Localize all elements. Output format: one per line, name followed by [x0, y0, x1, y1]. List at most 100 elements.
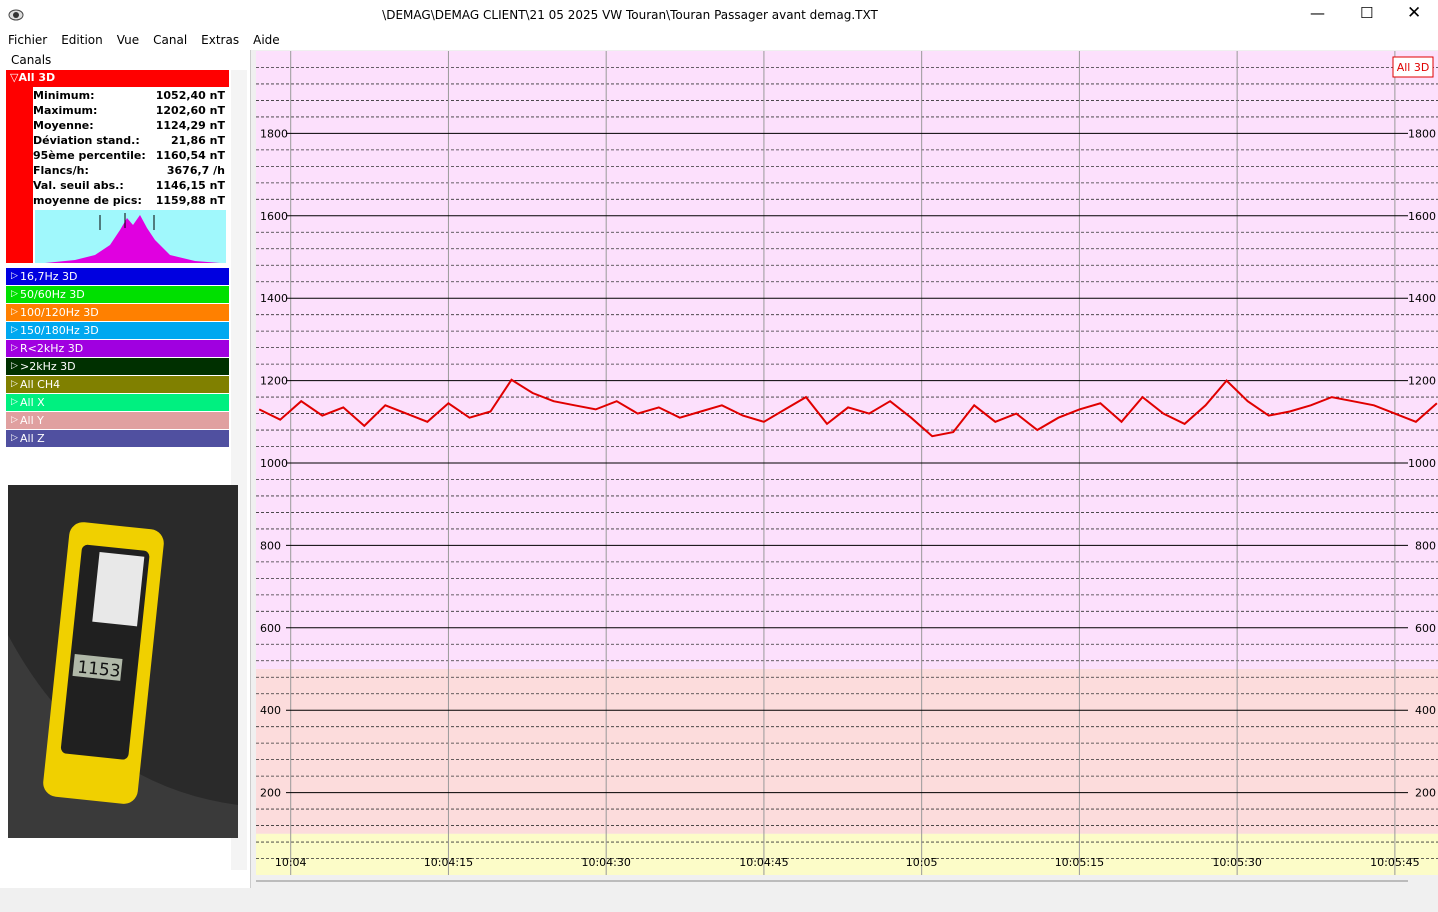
y2-tick-label: 1800 [1408, 127, 1436, 140]
y-tick-label: 1600 [260, 210, 288, 223]
stat-row: Déviation stand.: 21,86 nT [33, 134, 225, 149]
channel[interactable]: 150/180Hz 3D ▷ [6, 322, 229, 339]
menu-bar: Fichier Edition Vue Canal Extras Aide [0, 30, 1438, 50]
photo: 1153 [8, 485, 238, 838]
menu-item[interactable]: Fichier [8, 33, 48, 47]
panel-header: Canals [11, 53, 52, 67]
menu-item[interactable]: Extras [201, 33, 240, 47]
channel[interactable]: All CH4 ▷ [6, 376, 229, 393]
stat-label: Minimum: [33, 89, 95, 102]
stat-value: 1052,40 nT [155, 89, 225, 102]
y-tick-label: 200 [260, 787, 281, 800]
stat-value: 1124,29 nT [155, 119, 225, 132]
histogram [35, 210, 226, 263]
y-tick-label: 1400 [260, 292, 288, 305]
stat-value: 1159,88 nT [155, 194, 225, 207]
expand-arrow: ▷ [11, 271, 18, 281]
channel[interactable]: All X ▷ [6, 394, 229, 411]
stat-label: 95ème percentile: [33, 149, 146, 162]
menu-item[interactable]: Vue [116, 33, 140, 47]
expand-arrow: ▷ [11, 379, 18, 389]
zone [256, 833, 1438, 875]
stat-row: Maximum: 1202,60 nT [33, 104, 225, 119]
channel-name: >2kHz 3D [20, 360, 76, 373]
zone [256, 669, 1438, 834]
channel-name: 50/60Hz 3D [20, 288, 85, 301]
window-title: \DEMAG\DEMAG CLIENT\21 05 2025 VW Touran… [382, 8, 878, 22]
x-tick-label: 10:05:45 [1370, 856, 1419, 869]
stat-value: 1160,54 nT [155, 149, 225, 162]
channel[interactable]: All Z ▷ [6, 430, 229, 447]
minimize[interactable]: — [1310, 4, 1325, 22]
expand-arrow: ▷ [11, 433, 18, 443]
close[interactable]: ✕ [1407, 3, 1422, 23]
y-tick-label: 400 [260, 704, 281, 717]
channel-name: 100/120Hz 3D [20, 306, 99, 319]
y2-tick-label: 400 [1415, 704, 1436, 717]
x-tick-label: 10:04:45 [739, 856, 788, 869]
stat-value: 3676,7 /h [166, 164, 225, 177]
expand-arrow: ▷ [11, 325, 18, 335]
y-tick-label: 1000 [260, 457, 288, 470]
stat-value: 21,86 nT [171, 134, 225, 147]
chart: 200 200 400 400 600 600 800 800 1000 1000 1200 1200… [256, 51, 1438, 882]
maximize[interactable]: ☐ [1360, 4, 1374, 22]
x-tick-label: 10:04:15 [424, 856, 473, 869]
zone [256, 51, 1438, 669]
channel-name: 150/180Hz 3D [20, 324, 99, 337]
expand-arrow: ▷ [11, 397, 18, 407]
channel[interactable]: >2kHz 3D ▷ [6, 358, 229, 375]
channel[interactable]: 100/120Hz 3D ▷ [6, 304, 229, 321]
y2-tick-label: 600 [1415, 622, 1436, 635]
menu-item[interactable]: Aide [253, 33, 280, 47]
status-bar [0, 888, 1438, 912]
y-tick-label: 600 [260, 622, 281, 635]
stat-row: 95ème percentile: 1160,54 nT [33, 149, 225, 164]
legend-box [1392, 56, 1434, 78]
channel[interactable]: All Y ▷ [6, 412, 229, 429]
stat-row: Flancs/h: 3676,7 /h [33, 164, 225, 179]
y2-tick-label: 1200 [1408, 375, 1436, 388]
y2-tick-label: 1600 [1408, 210, 1436, 223]
channel[interactable]: 16,7Hz 3D ▷ [6, 268, 229, 285]
y2-tick-label: 800 [1415, 539, 1436, 552]
active-label: All 3D [18, 71, 56, 84]
x-tick-label: 10:04 [275, 856, 307, 869]
channel-panel: Canals ▽All 3D Minimum: 1052,40 nT Maximum… [0, 50, 251, 888]
stat-row: Moyenne: 1124,29 nT [33, 119, 225, 134]
channel[interactable]: 50/60Hz 3D ▷ [6, 286, 229, 303]
channel-name: 16,7Hz 3D [20, 270, 78, 283]
expand-arrow: ▷ [11, 361, 18, 371]
channel-name: All Y [20, 414, 44, 427]
channel-name: All X [20, 396, 45, 409]
meter-display: 1153 [76, 657, 121, 681]
app-icon [8, 9, 24, 21]
stat-label: Val. seuil abs.: [33, 179, 124, 192]
active-channel-name: ▽All 3D [10, 71, 56, 84]
channel-name: R<2kHz 3D [20, 342, 84, 355]
title-bar: \DEMAG\DEMAG CLIENT\21 05 2025 VW Touran… [0, 0, 1438, 30]
legend-entry: All 3D [1397, 61, 1430, 74]
expand-arrow: ▷ [11, 343, 18, 353]
channel[interactable]: R<2kHz 3D ▷ [6, 340, 229, 357]
stat-label: moyenne de pics: [33, 194, 142, 207]
channel-name: All CH4 [20, 378, 61, 391]
expand-arrow: ▷ [11, 415, 18, 425]
y2-tick-label: 200 [1415, 787, 1436, 800]
y2-tick-label: 1000 [1408, 457, 1436, 470]
stat-label: Déviation stand.: [33, 134, 140, 147]
x-tick-label: 10:05:30 [1212, 856, 1261, 869]
y2-tick-label: 1400 [1408, 292, 1436, 305]
stat-value: 1146,15 nT [155, 179, 225, 192]
stat-label: Moyenne: [33, 119, 94, 132]
x-tick-label: 10:04:30 [581, 856, 630, 869]
channel-name: All Z [20, 432, 45, 445]
menu-item[interactable]: Edition [61, 33, 103, 47]
stat-value: 1202,60 nT [155, 104, 225, 117]
series-line [258, 378, 1438, 438]
menu-item[interactable]: Canal [153, 33, 188, 47]
stat-label: Flancs/h: [33, 164, 89, 177]
expand-arrow: ▷ [11, 307, 18, 317]
expand-arrow: ▷ [11, 289, 18, 299]
